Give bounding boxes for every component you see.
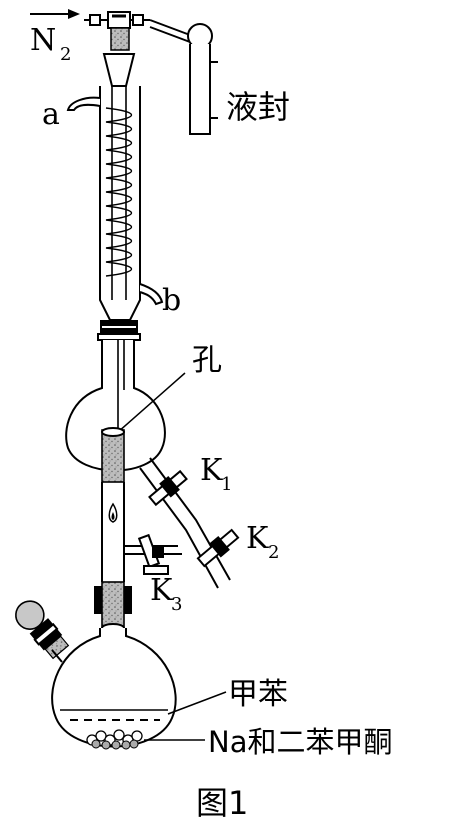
inner-frit-tube: [101, 429, 125, 483]
condenser-coil: [105, 107, 132, 277]
upper-joint-clamp: [97, 320, 141, 341]
liquid-seal-label: 液封: [226, 88, 290, 126]
water-outlet-b: [139, 283, 164, 306]
reagent-beads: [86, 729, 143, 750]
valve-k3: [137, 533, 169, 575]
liquid-seal-bubbler: [187, 23, 218, 135]
valve-k3-sub: 3: [171, 594, 182, 615]
n2-arrow: [30, 9, 80, 19]
water-inlet-a: [66, 96, 101, 111]
inlet-a-label: a: [42, 97, 60, 132]
side-stopper: [15, 600, 70, 660]
reflux-condenser: [99, 86, 141, 321]
valve-k3-label: K: [150, 573, 173, 608]
valve-k2-sub: 2: [268, 542, 279, 563]
valve-k2: [196, 528, 240, 568]
top-stopcock: [84, 11, 191, 43]
figure-caption: 图1: [196, 784, 248, 822]
gas-label: N: [30, 23, 56, 58]
valve-k1: [148, 469, 188, 507]
top-stopper: [110, 27, 130, 51]
hole-pointer: [117, 372, 186, 433]
lower-joint: [94, 581, 132, 633]
solvent-label: 甲苯: [228, 677, 288, 712]
collection-column: [101, 482, 125, 582]
outlet-b-label: b: [162, 283, 181, 318]
valve-k2-label: K: [246, 521, 269, 556]
valve-k1-label: K: [200, 453, 223, 488]
valve-k1-sub: 1: [221, 474, 232, 495]
reagents-label: Na和二苯甲酮: [208, 725, 392, 759]
hole-label: 孔: [192, 343, 222, 378]
solvent-pointer: [167, 691, 227, 715]
round-bottom-flask: [51, 628, 177, 748]
gas-subscript: 2: [60, 44, 71, 65]
condenser-top: [102, 53, 136, 87]
